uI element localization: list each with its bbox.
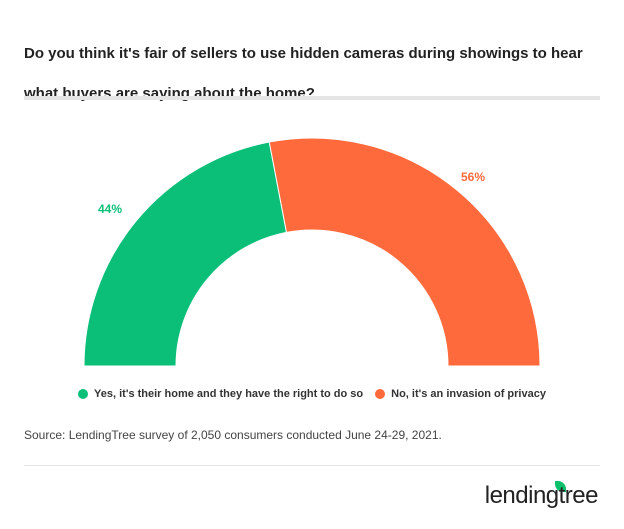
legend: Yes, it's their home and they have the r… <box>0 388 624 400</box>
slice-1 <box>268 137 541 367</box>
data-label-1: 56% <box>461 170 485 184</box>
legend-label-yes: Yes, it's their home and they have the r… <box>94 388 364 400</box>
source-note: Source: LendingTree survey of 2,050 cons… <box>24 428 442 442</box>
logo-leaf-icon <box>555 481 566 492</box>
slice-0 <box>83 141 288 367</box>
lendingtree-logo: lendingtree <box>484 482 599 509</box>
legend-label-no: No, it's an invasion of privacy <box>391 388 546 400</box>
legend-item-no: No, it's an invasion of privacy <box>375 388 546 400</box>
legend-swatch-no <box>375 389 386 399</box>
footer-divider <box>24 465 600 466</box>
title-divider <box>24 96 600 100</box>
data-label-0: 44% <box>98 202 122 216</box>
legend-item-yes: Yes, it's their home and they have the r… <box>78 388 363 400</box>
legend-swatch-yes <box>78 389 89 399</box>
